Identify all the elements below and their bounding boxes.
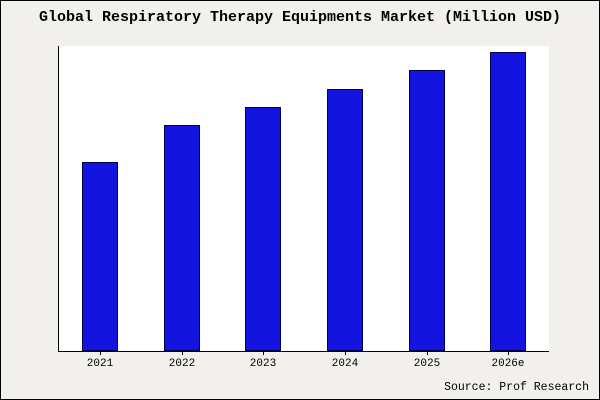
x-tick-label-2025: 2025	[413, 358, 441, 370]
bar-2026e	[490, 52, 526, 351]
chart-title: Global Respiratory Therapy Equipments Ma…	[38, 9, 562, 26]
x-tick-label-2024: 2024	[331, 358, 359, 370]
x-tick-label-2022: 2022	[168, 358, 196, 370]
x-axis-tick	[263, 351, 264, 355]
bar-2025	[409, 70, 445, 351]
plot-area: 2021 2022 2023 2024 2025 2026e	[58, 46, 549, 370]
bar-2024	[327, 89, 363, 351]
x-tick-label-2026e: 2026e	[491, 358, 525, 370]
source-text: Source: Prof Research	[444, 381, 589, 394]
bar-2023	[245, 107, 281, 351]
x-axis-tick	[182, 351, 183, 355]
x-tick-label-2023: 2023	[249, 358, 277, 370]
x-axis-tick	[100, 351, 101, 355]
bar-2021	[82, 162, 118, 351]
x-axis-tick	[345, 351, 346, 355]
x-axis-tick	[427, 351, 428, 355]
bar-2022	[164, 125, 200, 351]
x-axis-tick	[508, 351, 509, 355]
x-tick-label-2021: 2021	[86, 358, 114, 370]
